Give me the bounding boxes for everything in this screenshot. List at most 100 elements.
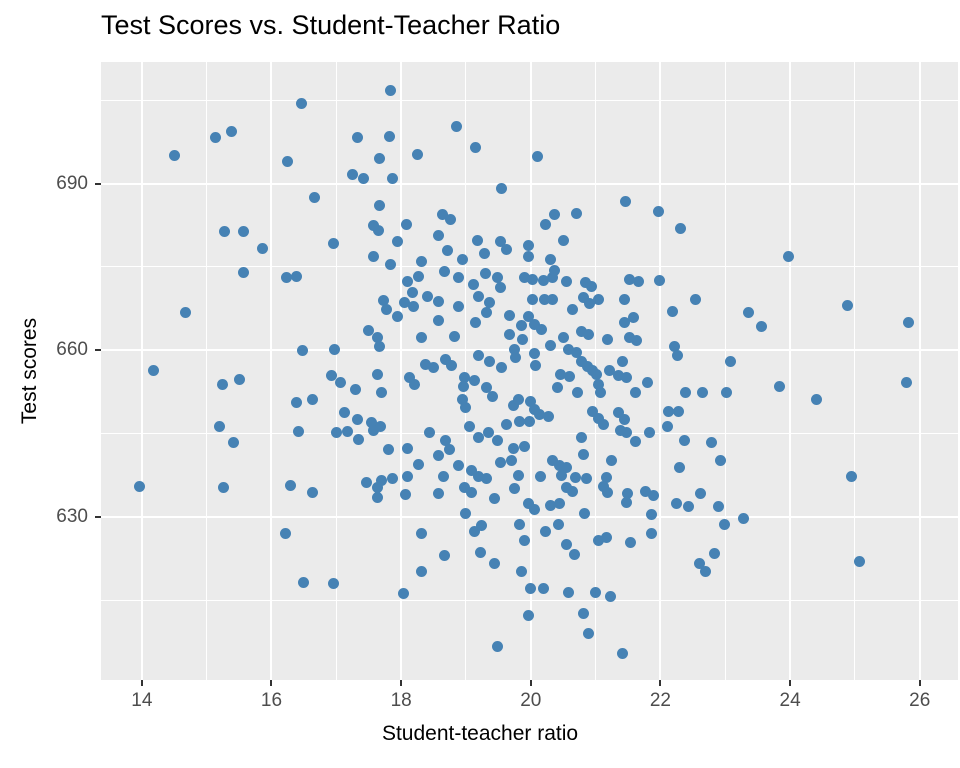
data-point [238,226,250,238]
data-point [578,291,590,303]
data-point [327,237,339,249]
y-minor-gridline [101,599,958,601]
data-point [536,323,548,335]
data-point [440,354,452,366]
data-point [469,316,481,328]
data-point [556,470,568,482]
data-point [381,304,393,316]
data-point [562,586,574,598]
data-point [724,355,736,367]
data-point [683,501,695,513]
data-point [593,535,605,547]
data-point [546,454,558,466]
plot-panel [101,62,958,680]
data-point [428,362,440,374]
x-tick-label: 26 [909,690,931,711]
data-point [509,351,521,363]
data-point [721,387,733,399]
data-point [666,305,678,317]
data-point [673,462,685,474]
data-point [350,384,362,396]
y-axis-title: Test scores [18,317,41,425]
data-point [604,365,616,377]
data-point [621,488,633,500]
data-point [612,370,624,382]
x-minor-gridline [854,62,856,680]
data-point [307,393,319,405]
data-point [450,121,462,133]
data-point [415,528,427,540]
data-point [297,345,309,357]
data-point [597,481,609,493]
data-point [846,470,858,482]
data-point [853,555,865,567]
data-point [459,481,471,493]
data-point [402,471,414,483]
data-point [445,360,457,372]
x-major-gridline [270,62,273,680]
data-point [614,424,626,436]
data-point [618,317,630,329]
data-point [627,312,639,324]
data-point [339,407,351,419]
data-point [372,224,384,236]
data-point [352,434,364,446]
data-point [472,234,484,246]
data-point [433,315,445,327]
data-point [645,509,657,521]
data-point [527,294,539,306]
data-point [518,535,530,547]
x-tick-label: 22 [649,690,671,711]
data-point [227,436,239,448]
data-point [601,472,613,484]
data-point [367,424,379,436]
data-point [513,415,525,427]
data-point [472,432,484,444]
data-point [386,473,398,485]
data-point [842,300,854,312]
data-point [645,528,657,540]
data-point [325,370,337,382]
data-point [737,513,749,525]
data-point [371,481,383,493]
data-point [564,371,576,383]
x-tick-mark [789,680,792,686]
data-point [555,369,567,381]
data-point [444,444,456,456]
data-point [330,427,342,439]
data-point [386,173,398,185]
data-point [612,407,624,419]
y-tick-mark [95,349,101,352]
data-point [507,400,519,412]
data-point [472,350,484,362]
data-point [487,390,499,402]
data-point [552,519,564,531]
x-minor-gridline [465,62,467,680]
data-point [509,343,521,355]
data-point [466,486,478,498]
data-point [413,459,425,471]
data-point [238,267,250,279]
data-point [416,256,428,268]
data-point [654,275,666,287]
data-point [558,234,570,246]
data-point [507,442,519,454]
data-point [352,413,364,425]
data-point [492,435,504,447]
data-point [459,371,471,383]
data-point [479,247,491,259]
data-point [371,369,383,381]
data-point [542,410,554,422]
data-point [180,307,192,319]
data-point [560,462,572,474]
data-point [217,378,229,390]
data-point [457,254,469,266]
data-point [234,373,246,385]
data-point [342,425,354,437]
data-point [512,470,524,482]
data-point [483,426,495,438]
data-point [368,219,380,231]
data-point [404,371,416,383]
data-point [292,425,304,437]
data-point [347,169,359,181]
